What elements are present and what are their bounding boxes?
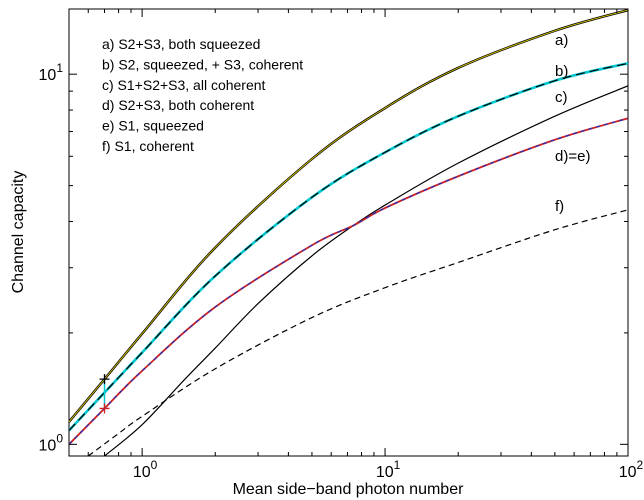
legend-entry: f) S1, coherent [102, 138, 194, 154]
curve-label-de: d)=e) [555, 148, 590, 165]
y-tick-label: 100 [39, 431, 64, 454]
x-axis-title: Mean side−band photon number [233, 481, 465, 498]
y-axis-title: Channel capacity [10, 171, 27, 294]
legend-entry: e) S1, squeezed [102, 118, 204, 134]
curve-label-b: b) [555, 63, 568, 80]
curve-label-c: c) [555, 89, 568, 106]
curve-labels-group: a) b) c) d)=e) f) [555, 32, 590, 215]
y-tick-label: 101 [39, 61, 64, 84]
series-c-line [104, 85, 628, 456]
legend-entry: d) S2+S3, both coherent [102, 97, 254, 113]
plot-area [68, 8, 629, 457]
marker-plus-1 [99, 403, 110, 414]
x-tick-label: 101 [376, 458, 401, 481]
series-de-dash [69, 117, 628, 445]
legend-entry: a) S2+S3, both squeezed [102, 36, 260, 52]
curve-label-a: a) [555, 32, 568, 49]
legend-entry: c) S1+S2+S3, all coherent [102, 77, 266, 93]
x-tick-label: 100 [133, 458, 158, 481]
series-b-dash [69, 62, 628, 431]
legend-entry: b) S2, squeezed, + S3, coherent [102, 56, 303, 72]
legend: a) S2+S3, both squeezed b) S2, squeezed, … [102, 36, 303, 154]
x-tick-label: 102 [619, 458, 644, 481]
ticks-group: 100 101 102 100 101 [39, 9, 644, 481]
curves-group [69, 9, 628, 456]
series-a-highlight [69, 9, 628, 423]
series-f-line [87, 209, 628, 456]
curve-label-f: f) [555, 198, 564, 215]
marker-plus-0 [99, 374, 110, 385]
